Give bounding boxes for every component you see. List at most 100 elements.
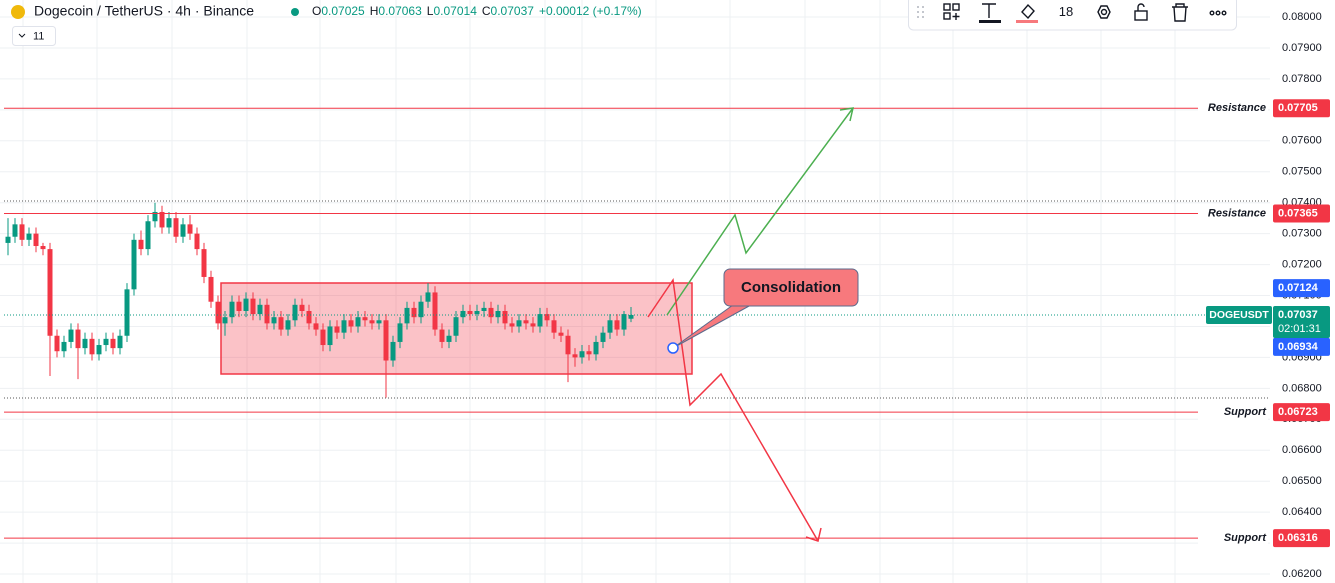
price-tag (1273, 99, 1330, 118)
y-tick-label: 0.07200 (1282, 258, 1322, 270)
y-tick-label: 0.07600 (1282, 135, 1322, 147)
candle-body (306, 310, 312, 324)
candle-body (418, 301, 424, 318)
bullish-path (666, 107, 854, 316)
text-button[interactable] (979, 3, 1001, 23)
price-tag (1273, 337, 1330, 356)
candle-body (54, 335, 60, 352)
candle-body (516, 320, 522, 327)
candle-body (551, 320, 557, 333)
label: O (312, 4, 321, 18)
candle-body (320, 329, 326, 346)
candle-body (243, 298, 249, 311)
countdown-text: 02:01:31 (1278, 323, 1321, 335)
label: C (482, 4, 491, 18)
drag-handle[interactable] (917, 6, 924, 18)
candle-body (404, 307, 410, 324)
coin-icon (11, 5, 25, 19)
value: 0.07014 (433, 4, 477, 18)
fill-button[interactable] (1016, 3, 1038, 23)
candle-body (397, 323, 403, 342)
candle-body (12, 224, 18, 237)
anchor-point (667, 342, 679, 354)
candle-body (271, 317, 277, 324)
candle-body (432, 292, 438, 330)
chart-title: Dogecoin / TetherUS · 4h · Binance (34, 3, 254, 19)
candle-body (341, 320, 347, 333)
level-label: Support (1224, 406, 1267, 418)
candle-body (593, 341, 599, 355)
label: H (370, 4, 379, 18)
candle-body (390, 341, 396, 361)
line-width-button[interactable]: 18 (1059, 4, 1073, 19)
y-tick-label: 0.06400 (1282, 506, 1322, 518)
candle-body (446, 335, 452, 342)
candle-body (628, 315, 634, 319)
candle-body (334, 326, 340, 333)
callout-box (723, 268, 859, 307)
candle-body (383, 320, 389, 361)
candle-body (362, 317, 368, 321)
candle-body (145, 221, 151, 250)
level-label: Resistance (1208, 102, 1266, 114)
price-tag-text: 0.06316 (1278, 532, 1318, 544)
candle-body (502, 310, 508, 324)
candle-body (544, 314, 550, 321)
candle-body (173, 218, 179, 237)
candle-body (264, 304, 270, 324)
level-label-bg (1198, 404, 1268, 421)
price-tag-text: 0.06723 (1278, 406, 1318, 418)
candle-body (369, 320, 375, 324)
label: L (427, 4, 434, 18)
ohlc-readout: O0.07025 H0.07063 L0.07014 C0.07037 +0.00012… (312, 4, 642, 18)
arrow-head (805, 527, 822, 542)
more-button[interactable] (1209, 10, 1227, 16)
candle-body (194, 233, 200, 250)
candle-body (355, 317, 361, 327)
delete-button[interactable] (1172, 3, 1188, 22)
candle-body (579, 351, 585, 358)
template-button[interactable] (943, 3, 960, 20)
value: 0.07037 (491, 4, 535, 18)
callout-text: Consolidation (741, 279, 841, 296)
candle-body (257, 304, 263, 315)
candle-body (481, 307, 487, 311)
settings-button[interactable] (1097, 5, 1111, 19)
symbol-tag-text: DOGEUSDT (1209, 309, 1269, 321)
candle-body (26, 233, 32, 240)
candle-body (124, 289, 130, 336)
lock-button[interactable] (1134, 3, 1148, 21)
y-tick-label: 0.06600 (1282, 444, 1322, 456)
indicator-count: 11 (33, 30, 44, 42)
candle-body (40, 246, 46, 250)
candle-body (425, 292, 431, 302)
candle-body (152, 211, 158, 222)
candle-body (565, 335, 571, 355)
candle-body (250, 298, 256, 315)
candle-body (82, 338, 88, 349)
candle-body (89, 338, 95, 355)
price-tag (1273, 529, 1330, 548)
candle-body (68, 329, 74, 342)
candle-body (523, 320, 529, 324)
candle-body (600, 332, 606, 342)
candle-body (509, 323, 515, 327)
candle-body (537, 314, 543, 327)
level-label-bg (1198, 530, 1268, 547)
candle-body (572, 354, 578, 358)
chevron (18, 33, 26, 38)
y-tick-label: 0.07800 (1282, 73, 1322, 85)
indicator-toggle[interactable] (12, 26, 56, 46)
level-label: Support (1224, 532, 1267, 544)
candle-body (292, 304, 298, 321)
y-tick-label: 0.06800 (1282, 382, 1322, 394)
y-tick-label: 0.06500 (1282, 475, 1322, 487)
candle-body (474, 310, 480, 315)
price-tag (1273, 204, 1330, 223)
vertical-grid (22, 0, 1176, 583)
y-tick-label: 0.08000 (1282, 11, 1322, 23)
candle-body (278, 317, 284, 330)
y-tick-label: 0.07900 (1282, 42, 1322, 54)
y-tick-label: 0.07300 (1282, 228, 1322, 240)
